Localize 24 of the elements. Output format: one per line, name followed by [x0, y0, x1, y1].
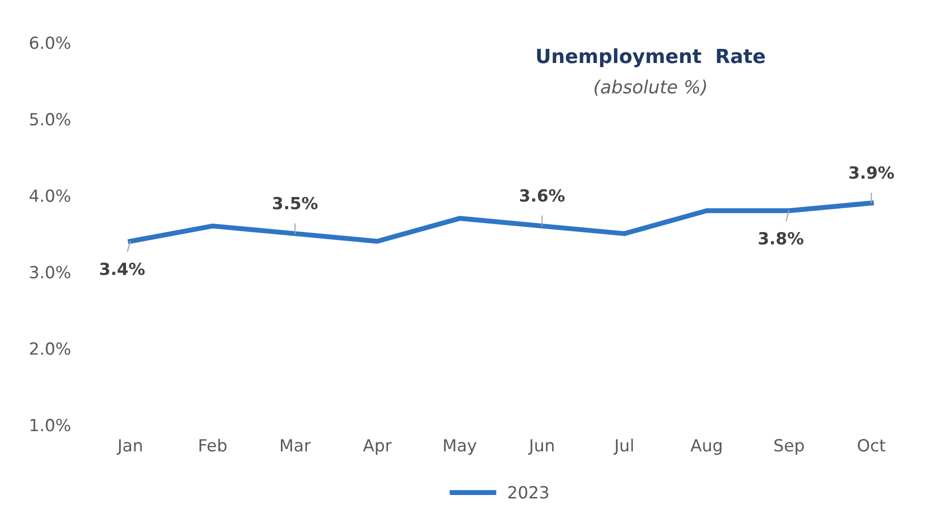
y-tick-label: 5.0% — [30, 112, 70, 126]
y-tick-label: 4.0% — [30, 189, 70, 202]
data-label: 3.4% — [100, 262, 145, 276]
y-tick-label: 6.0% — [30, 36, 70, 50]
data-label: 3.9% — [849, 166, 894, 179]
y-tick-label: 3.0% — [30, 266, 70, 278]
x-tick-label: Jan — [116, 439, 142, 455]
x-tick-label: Jul — [613, 438, 633, 455]
data-label: 3.5% — [273, 196, 318, 210]
data-label: 3.6% — [520, 189, 565, 202]
x-tick-label: Oct — [858, 438, 886, 452]
y-tick-label: 1.0% — [30, 418, 70, 432]
x-tick-label: Sep — [774, 438, 804, 455]
x-tick-label: Jun — [528, 439, 554, 455]
text: (absolute %) — [594, 80, 706, 96]
x-tick-label: Apr — [363, 439, 392, 455]
x-tick-label: Mar — [280, 439, 311, 452]
x-tick-label: Feb — [200, 438, 227, 452]
legend-label: 2023 — [508, 486, 548, 499]
x-tick-label: May — [444, 439, 476, 455]
x-tick-label: Aug — [690, 439, 722, 455]
y-tick-label: 2.0% — [30, 342, 70, 355]
chart-title: Unemployment Rate — [537, 48, 765, 68]
data-label: 3.8% — [758, 232, 804, 245]
